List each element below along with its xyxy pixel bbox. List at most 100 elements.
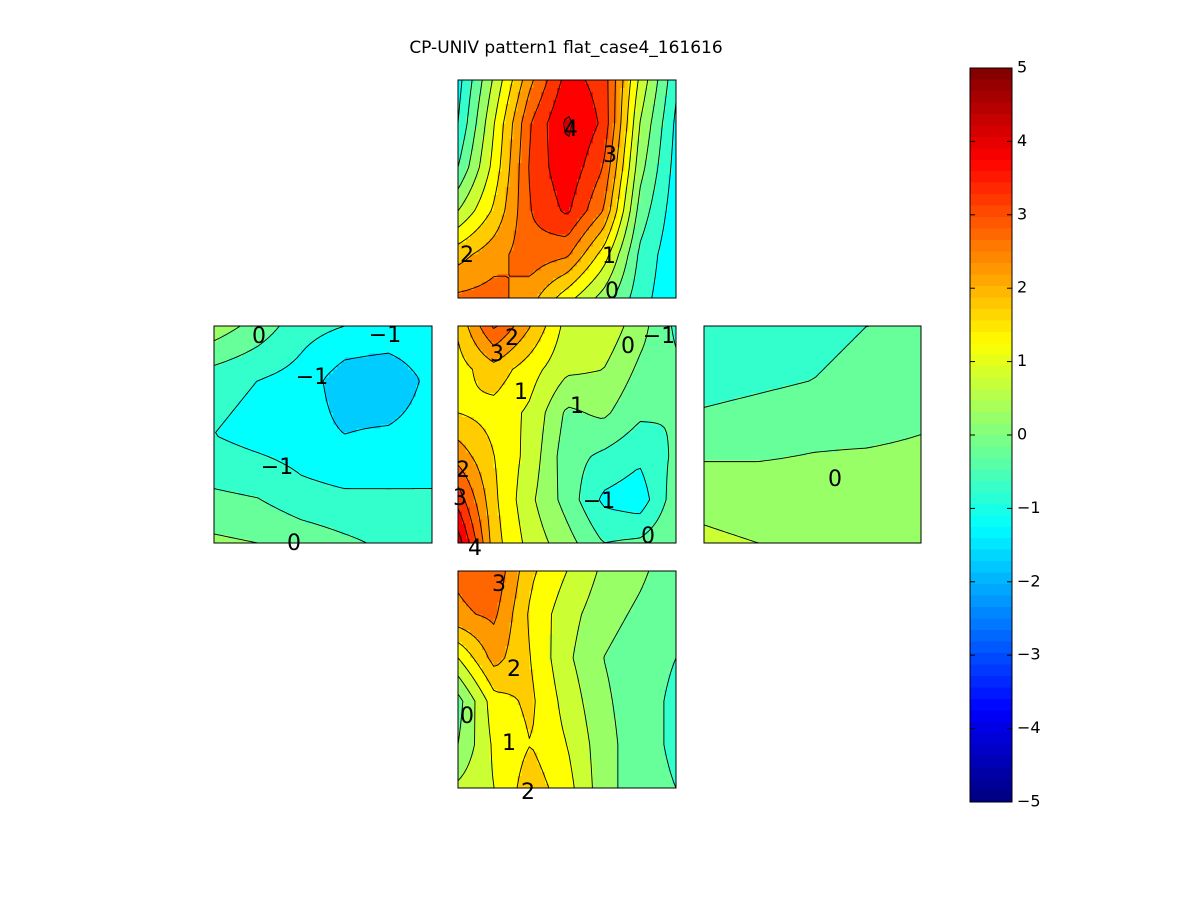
- colorbar-tick-label: −4: [1017, 718, 1041, 737]
- colorbar-swatch: [970, 159, 1012, 172]
- contour-line: [214, 326, 368, 543]
- panel-right-fill: [704, 326, 921, 543]
- colorbar-swatch: [970, 320, 1012, 333]
- contour-line: [458, 571, 650, 788]
- panel-center-frame: [457, 325, 677, 544]
- panel-bottom-contours: [458, 571, 676, 788]
- colorbar-swatch: [970, 331, 1012, 344]
- colorbar-swatch: [970, 182, 1012, 195]
- colorbar-swatch: [970, 641, 1012, 654]
- colorbar-swatch: [970, 710, 1012, 723]
- colorbar-swatch: [970, 457, 1012, 471]
- panel-bottom-fill: [458, 571, 676, 788]
- colorbar-tick-label: −1: [1017, 498, 1041, 517]
- contour-label: 2: [460, 243, 474, 268]
- panel-left: 0 −1 −1 −1 0: [213, 323, 433, 556]
- contour-line: [458, 80, 639, 298]
- colorbar-swatch: [970, 412, 1012, 425]
- panel-top: 43 2 1 0: [457, 79, 677, 304]
- colorbar-swatch: [970, 68, 1012, 81]
- panel-top-contours: [458, 80, 676, 298]
- contour-line: [458, 326, 532, 543]
- colorbar-swatch: [970, 262, 1012, 276]
- colorbar-tick-label: −3: [1017, 645, 1041, 664]
- contour-line: [528, 80, 609, 238]
- contour-line: [563, 116, 573, 137]
- contour-line: [598, 467, 651, 515]
- colorbar-swatch: [970, 389, 1012, 402]
- contour-line: [458, 571, 550, 788]
- colorbar-tick-label: 2: [1017, 278, 1027, 297]
- colorbar-swatch: [970, 171, 1012, 184]
- contour-label: 1: [602, 244, 616, 269]
- contour-line: [578, 326, 676, 543]
- panel-center-fill: [458, 326, 676, 543]
- colorbar-swatch: [970, 194, 1012, 207]
- colorbar-swatch: [970, 274, 1012, 287]
- colorbar-swatch: [970, 721, 1012, 734]
- colorbar-swatch: [970, 308, 1012, 321]
- colorbar-swatch: [970, 629, 1012, 643]
- colorbar-swatch: [970, 240, 1012, 253]
- contour-line: [458, 507, 470, 543]
- contour-label: −1: [296, 365, 328, 390]
- colorbar-swatch: [970, 779, 1012, 792]
- contour-line: [458, 326, 499, 543]
- contour-label: 2: [456, 458, 470, 483]
- colorbar-swatch: [970, 767, 1012, 780]
- colorbar-swatch: [970, 664, 1012, 677]
- panel-left-contours: [214, 326, 432, 543]
- colorbar-swatch: [970, 251, 1012, 264]
- contour-label: −1: [643, 324, 675, 349]
- colorbar-swatch: [970, 90, 1012, 104]
- colorbar-swatch: [970, 687, 1012, 700]
- colorbar-swatch: [970, 503, 1012, 516]
- colorbar-tick-label: −2: [1017, 571, 1041, 590]
- contour-line: [556, 326, 676, 543]
- contour-label: 0: [252, 324, 266, 349]
- contour-line: [515, 326, 562, 543]
- contour-label: 2: [507, 657, 521, 682]
- contour-label: 1: [502, 731, 516, 756]
- colorbar-swatch: [970, 790, 1012, 803]
- contour-line: [704, 326, 871, 408]
- colorbar-swatch: [970, 549, 1012, 562]
- colorbar-swatch: [970, 584, 1012, 597]
- colorbar-swatch: [970, 377, 1012, 390]
- panel-center-contours: [458, 326, 676, 543]
- colorbar-swatch: [970, 446, 1012, 459]
- colorbar-swatch: [970, 205, 1012, 218]
- colorbar-swatch: [970, 366, 1012, 379]
- contour-label: −1: [583, 489, 615, 514]
- colorbar-swatch: [970, 79, 1012, 92]
- colorbar-swatch: [970, 228, 1012, 241]
- colorbar-swatch: [970, 217, 1012, 230]
- colorbar-swatch: [970, 423, 1012, 436]
- colorbar-tick-label: 4: [1017, 131, 1027, 150]
- contour-label: 0: [828, 467, 842, 492]
- colorbar-swatch: [970, 297, 1012, 310]
- contour-line: [458, 80, 669, 298]
- colorbar-swatch: [970, 435, 1012, 448]
- colorbar-tick-label: −5: [1017, 792, 1041, 811]
- contour-label: 1: [514, 380, 528, 405]
- contour-line: [215, 326, 432, 490]
- contour-label: 2: [505, 326, 519, 351]
- contour-line: [214, 326, 259, 543]
- contour-label: 1: [570, 394, 584, 419]
- colorbar-swatch: [970, 400, 1012, 413]
- colorbar-tick-label: 3: [1017, 204, 1027, 223]
- contour-line: [458, 80, 632, 298]
- contour-line: [458, 326, 515, 543]
- colorbar-swatch: [970, 595, 1012, 608]
- colorbar-swatch: [970, 618, 1012, 631]
- contour-line: [458, 80, 659, 298]
- colorbar-swatch: [970, 561, 1012, 574]
- contour-label: 0: [460, 704, 474, 729]
- contour-label: 0: [621, 334, 635, 359]
- contour-label: 3: [492, 572, 506, 597]
- colorbar-swatch: [970, 526, 1012, 539]
